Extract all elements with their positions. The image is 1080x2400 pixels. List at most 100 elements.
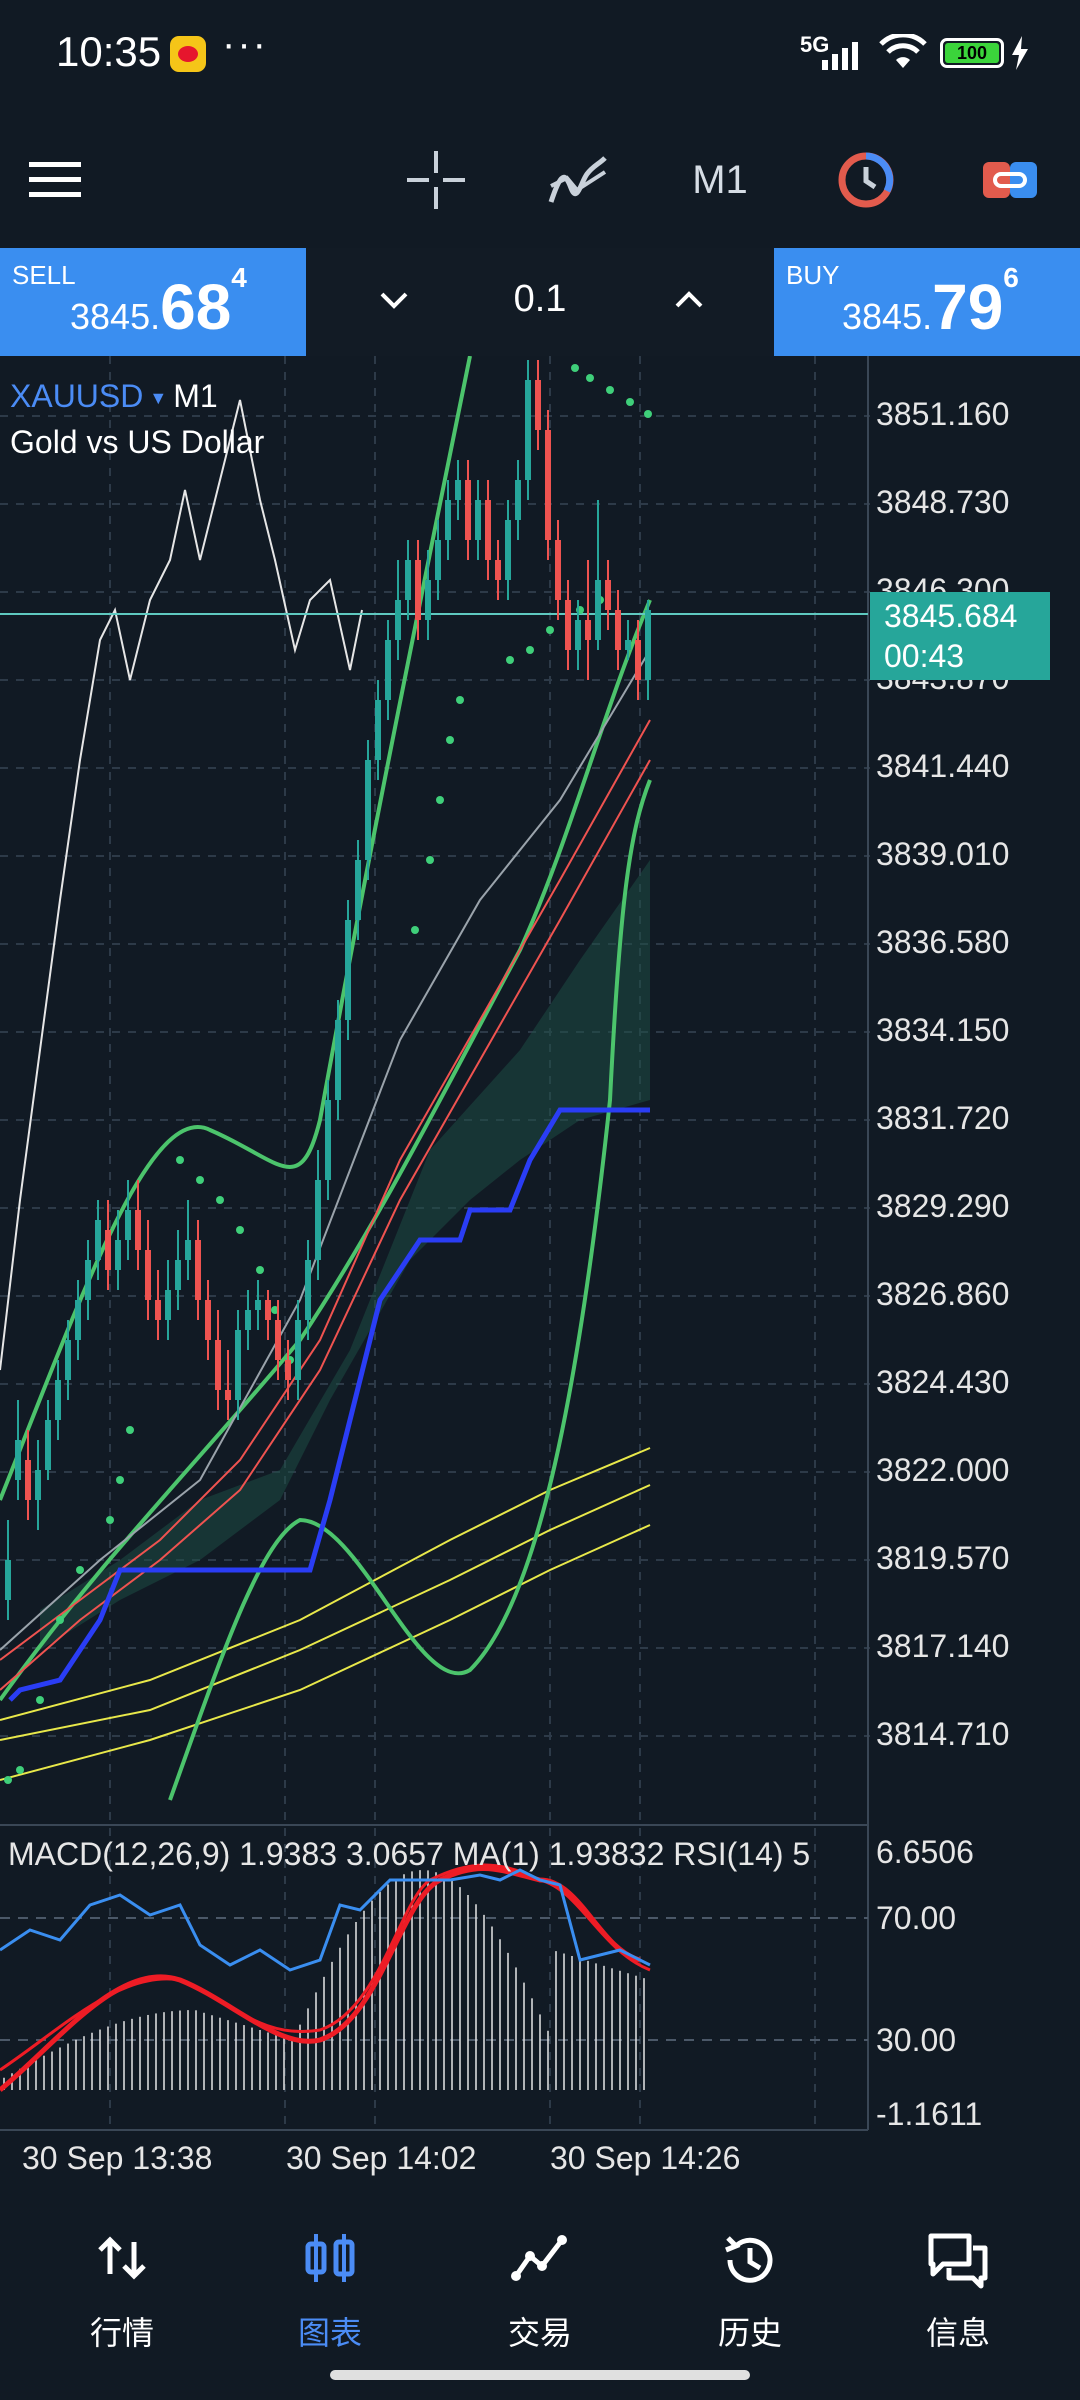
candle-body (365, 760, 371, 860)
weibo-notification-icon (170, 36, 206, 72)
signal-icon (822, 42, 858, 70)
time-label: 30 Sep 14:26 (550, 2140, 741, 2176)
candle-body (125, 1210, 131, 1240)
nav-history-label: 历史 (717, 2315, 782, 2351)
buy-button[interactable]: BUY 3845.796 (774, 248, 1080, 356)
indicator-level-30: 30.00 (876, 2022, 957, 2058)
candle-body (595, 580, 601, 640)
nav-chart-label: 图表 (297, 2315, 362, 2351)
candle-body (55, 1380, 61, 1420)
moving-average-yellow-2 (0, 1484, 651, 1741)
candle-body (535, 380, 541, 430)
price-level: 3836.580 (876, 924, 1010, 960)
candle-body (445, 500, 451, 540)
candle-body (25, 1460, 31, 1500)
nav-trade[interactable]: 交易 (440, 2196, 640, 2358)
candle-body (375, 700, 381, 760)
history-icon (725, 2236, 773, 2283)
nav-quotes-label: 行情 (89, 2315, 154, 2351)
indicator-level-max: 6.6506 (876, 1834, 974, 1870)
candle-body (135, 1210, 141, 1250)
kijun-line (8, 1107, 650, 1702)
candle-body (475, 500, 481, 540)
candle-body (195, 1240, 201, 1300)
price-chart[interactable] (0, 356, 1080, 2182)
more-notifications-icon: ··· (222, 22, 268, 66)
lot-size-input[interactable]: 0.1 (513, 278, 567, 320)
candle-body (75, 1300, 81, 1340)
candle-body (285, 1360, 291, 1380)
moving-average-yellow-1 (0, 1447, 651, 1721)
wifi-icon (879, 34, 927, 68)
candle-body (5, 1560, 11, 1600)
one-click-trading-panel: SELL 3845.684 0.1 BUY 3845.796 (0, 248, 1080, 356)
candle-body (235, 1330, 241, 1400)
candle-body (385, 640, 391, 700)
indicator-label: MACD(12,26,9) 1.9383 3.0657 MA(1) 1.9383… (8, 1836, 811, 1872)
lot-size-control: 0.1 (306, 248, 774, 356)
candle-body (605, 580, 611, 610)
price-level: 3839.010 (876, 836, 1010, 872)
rsi-line (0, 1868, 651, 1972)
price-level: 3814.710 (876, 1716, 1010, 1752)
price-level: 3826.860 (876, 1276, 1010, 1312)
candle-body (495, 560, 501, 580)
candle-body (315, 1180, 321, 1260)
price-level: 3841.440 (876, 748, 1010, 784)
timeframe-button[interactable]: M1 (680, 140, 760, 220)
nav-chart[interactable]: 图表 (230, 2196, 430, 2358)
candle-body (465, 480, 471, 540)
nav-messages[interactable]: 信息 (858, 2196, 1058, 2358)
home-indicator[interactable] (330, 2370, 750, 2380)
indicators-icon (548, 156, 607, 203)
candle-body (585, 620, 591, 640)
candle-body (215, 1340, 221, 1390)
menu-button[interactable] (20, 140, 90, 220)
charging-icon (1012, 36, 1028, 70)
moving-average-red-1 (0, 719, 651, 1661)
candle-body (105, 1230, 111, 1270)
white-overlay-line (0, 399, 363, 1371)
crosshair-icon (407, 151, 465, 209)
bollinger-lower (168, 779, 652, 1801)
buy-price: 3845.796 (842, 262, 1019, 343)
status-time: 10:35 (56, 28, 162, 75)
trade-panel-button[interactable] (974, 140, 1046, 220)
candle-body (545, 430, 551, 540)
current-price-tag: 3845.684 00:43 (870, 592, 1050, 680)
candle-body (15, 1440, 21, 1480)
candle-body (175, 1260, 181, 1290)
candle-body (65, 1340, 71, 1380)
candle-body (355, 860, 361, 920)
indicators-button[interactable] (542, 140, 614, 220)
candle-body (275, 1320, 281, 1360)
chevron-down-icon (380, 292, 408, 309)
trade-ticket-icon (983, 162, 1037, 198)
moving-average-yellow-3 (0, 1524, 651, 1781)
candle-body (305, 1260, 311, 1320)
bottom-navigation: 行情 图表 交易 历史 信息 (0, 2196, 1080, 2358)
price-level: 3831.720 (876, 1100, 1010, 1136)
price-level: 3829.290 (876, 1188, 1010, 1224)
candle-body (325, 1100, 331, 1180)
candle-body (295, 1320, 301, 1380)
price-level: 3848.730 (876, 484, 1010, 520)
sell-label: SELL (12, 260, 76, 290)
candle-body (145, 1250, 151, 1300)
candle-body (635, 640, 641, 680)
sell-button[interactable]: SELL 3845.684 (0, 248, 306, 356)
nav-quotes[interactable]: 行情 (22, 2196, 222, 2358)
bollinger-upper (0, 356, 472, 1501)
nav-history[interactable]: 历史 (650, 2196, 850, 2358)
nav-messages-label: 信息 (925, 2315, 990, 2351)
candle-body (255, 1300, 261, 1310)
lot-increase-button[interactable] (671, 278, 707, 327)
quotes-icon (98, 2236, 146, 2280)
crosshair-button[interactable] (400, 140, 472, 220)
battery-level: 100 (945, 43, 999, 63)
symbol-dropdown-icon: ▼ (149, 388, 168, 409)
lot-decrease-button[interactable] (376, 278, 412, 327)
chart-symbol[interactable]: XAUUSD ▼ M1 (10, 378, 218, 415)
objects-button[interactable] (830, 140, 902, 220)
messages-icon (928, 2233, 988, 2289)
